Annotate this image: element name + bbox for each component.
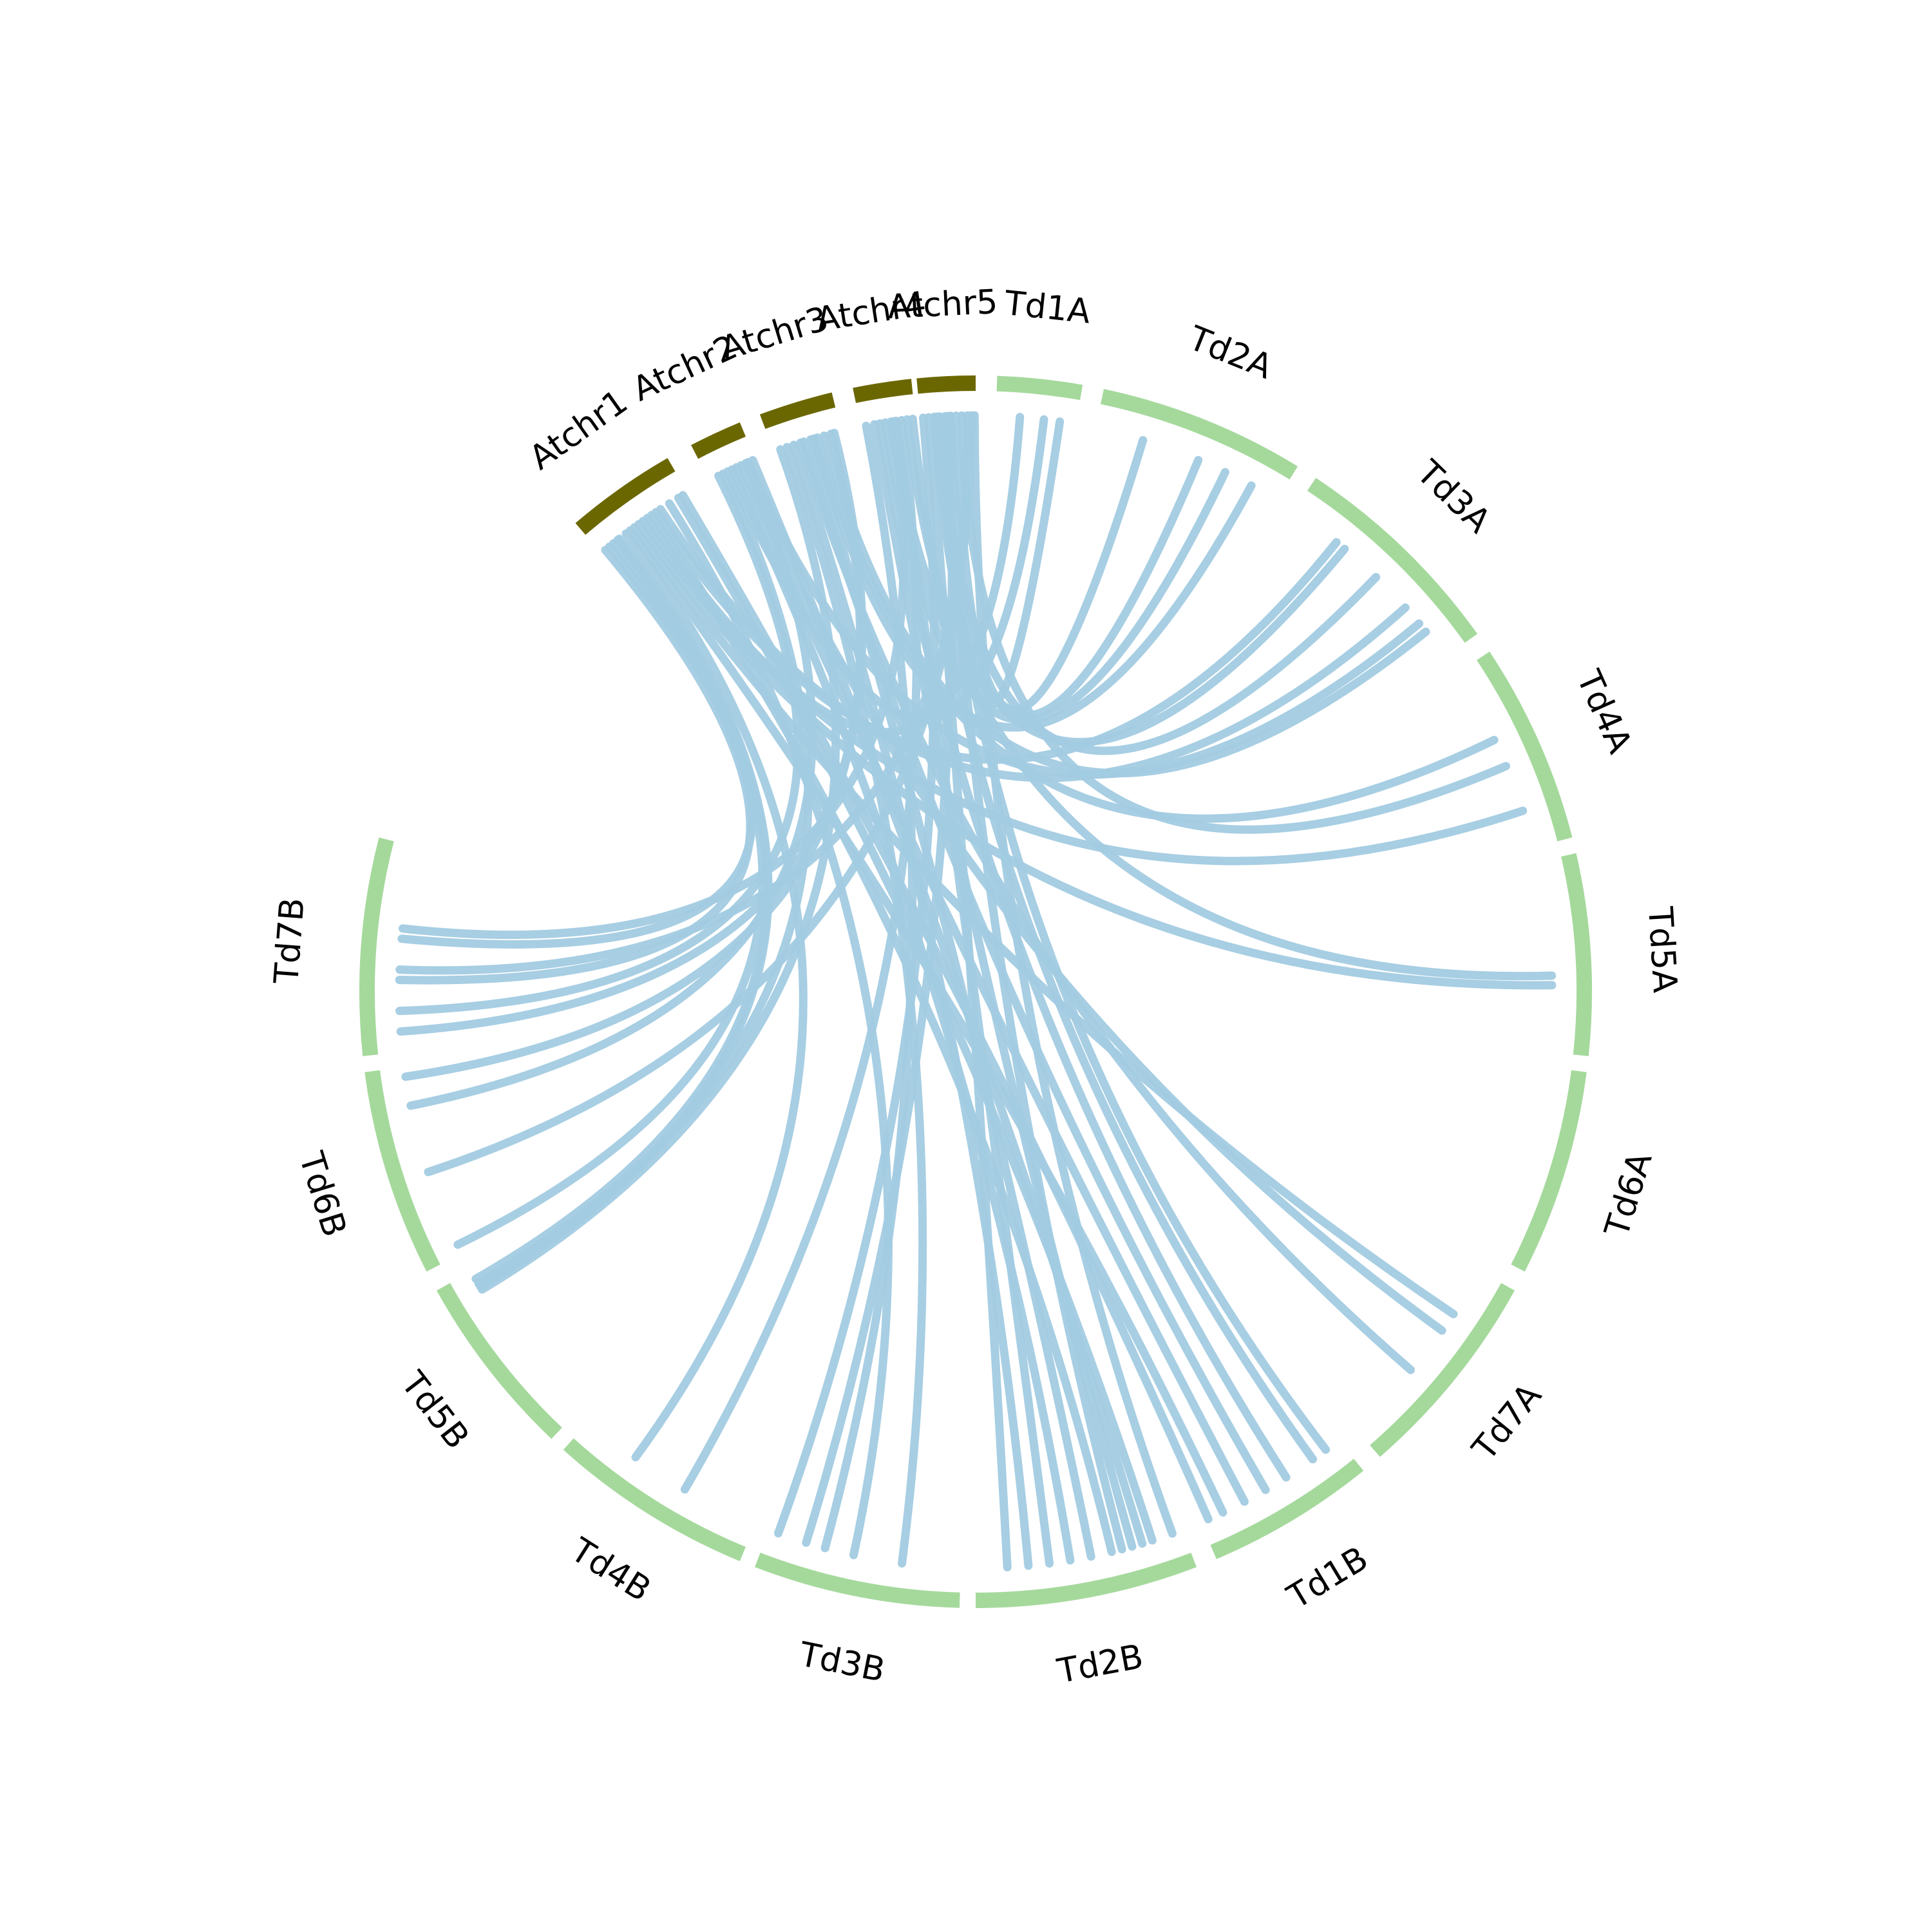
chromosome-arc-td7a [1370,1283,1515,1457]
synteny-link [790,440,1033,1570]
synteny-link [630,523,1458,1318]
chromosome-arc-td7b [359,837,394,1057]
synteny-link [810,434,1256,732]
chromosome-arc-td5b [437,1283,562,1439]
chromosome-label-td3b: Td3B [795,1635,888,1690]
chromosome-arcs [359,375,1592,1608]
chromosome-label-td1a: Td1A [1002,284,1092,332]
chromosome-arc-td5a [1561,853,1592,1057]
chromosome-arc-td3b [754,1552,960,1608]
synteny-link [396,428,867,1036]
synteny-link [626,526,1227,1517]
chromosome-label-td5a: Td5A [1640,905,1684,994]
chromosome-arc-atchr1 [575,458,676,535]
synteny-link [680,415,921,1494]
chromosome-arc-td6b [365,1070,440,1272]
chromosome-label-td6b: Td6B [291,1147,354,1241]
chromosome-label-atchr5: Atchr5 [887,283,999,327]
chromosome-arc-td1a [996,375,1083,401]
chromosome-arc-td4a [1476,651,1573,842]
synteny-link [395,411,976,975]
chromosome-arc-td2b [975,1552,1197,1608]
synteny-link [474,469,813,1288]
chromosome-label-td7b: Td7B [267,896,312,986]
chromosome-label-td1b: Td1B [1280,1539,1374,1617]
chromosome-arc-atchr4 [853,379,913,403]
synteny-link [813,433,1499,823]
synteny-link [933,412,1331,1454]
synteny-link [643,413,1025,737]
chromosome-arc-td6a [1511,1070,1587,1272]
synteny-link [395,545,755,985]
chromosome-arc-atchr5 [916,375,976,394]
chromosome-arc-td3a [1307,477,1478,643]
synteny-link [471,536,772,1283]
chromosome-label-td5b: Td5B [393,1364,477,1456]
chromosome-arc-td4b [563,1438,746,1562]
synteny-link [406,459,817,1110]
synteny-link [621,529,808,1462]
synteny-link [908,414,1317,1464]
chromosome-label-atchr1: Atchr1 [522,383,634,478]
chromosome-arc-td1b [1210,1459,1364,1559]
chromosome-label-td2a: Td2A [1183,319,1278,387]
chromosome-label-td4b: Td4B [564,1531,658,1610]
chromosome-label-td3a: Td3A [1408,453,1498,541]
chromosome-arc-atchr2 [691,422,746,459]
chromosome-label-td2b: Td2B [1054,1638,1146,1692]
synteny-links [395,411,1557,1572]
chromosome-arc-atchr3 [759,392,836,430]
chromosome-arc-td2a [1101,388,1298,480]
synteny-link [924,413,1012,1572]
chromosome-label-td4a: Td4A [1569,665,1640,760]
synteny-link [970,411,1177,1538]
synteny-link [886,417,1557,981]
synteny-link [820,431,1430,778]
chromosome-label-td6a: Td6A [1598,1148,1660,1242]
chromosome-label-td7a: Td7A [1464,1376,1549,1468]
synteny-link [398,417,908,940]
synteny-link [774,413,939,1538]
synteny-link [647,511,1116,1557]
